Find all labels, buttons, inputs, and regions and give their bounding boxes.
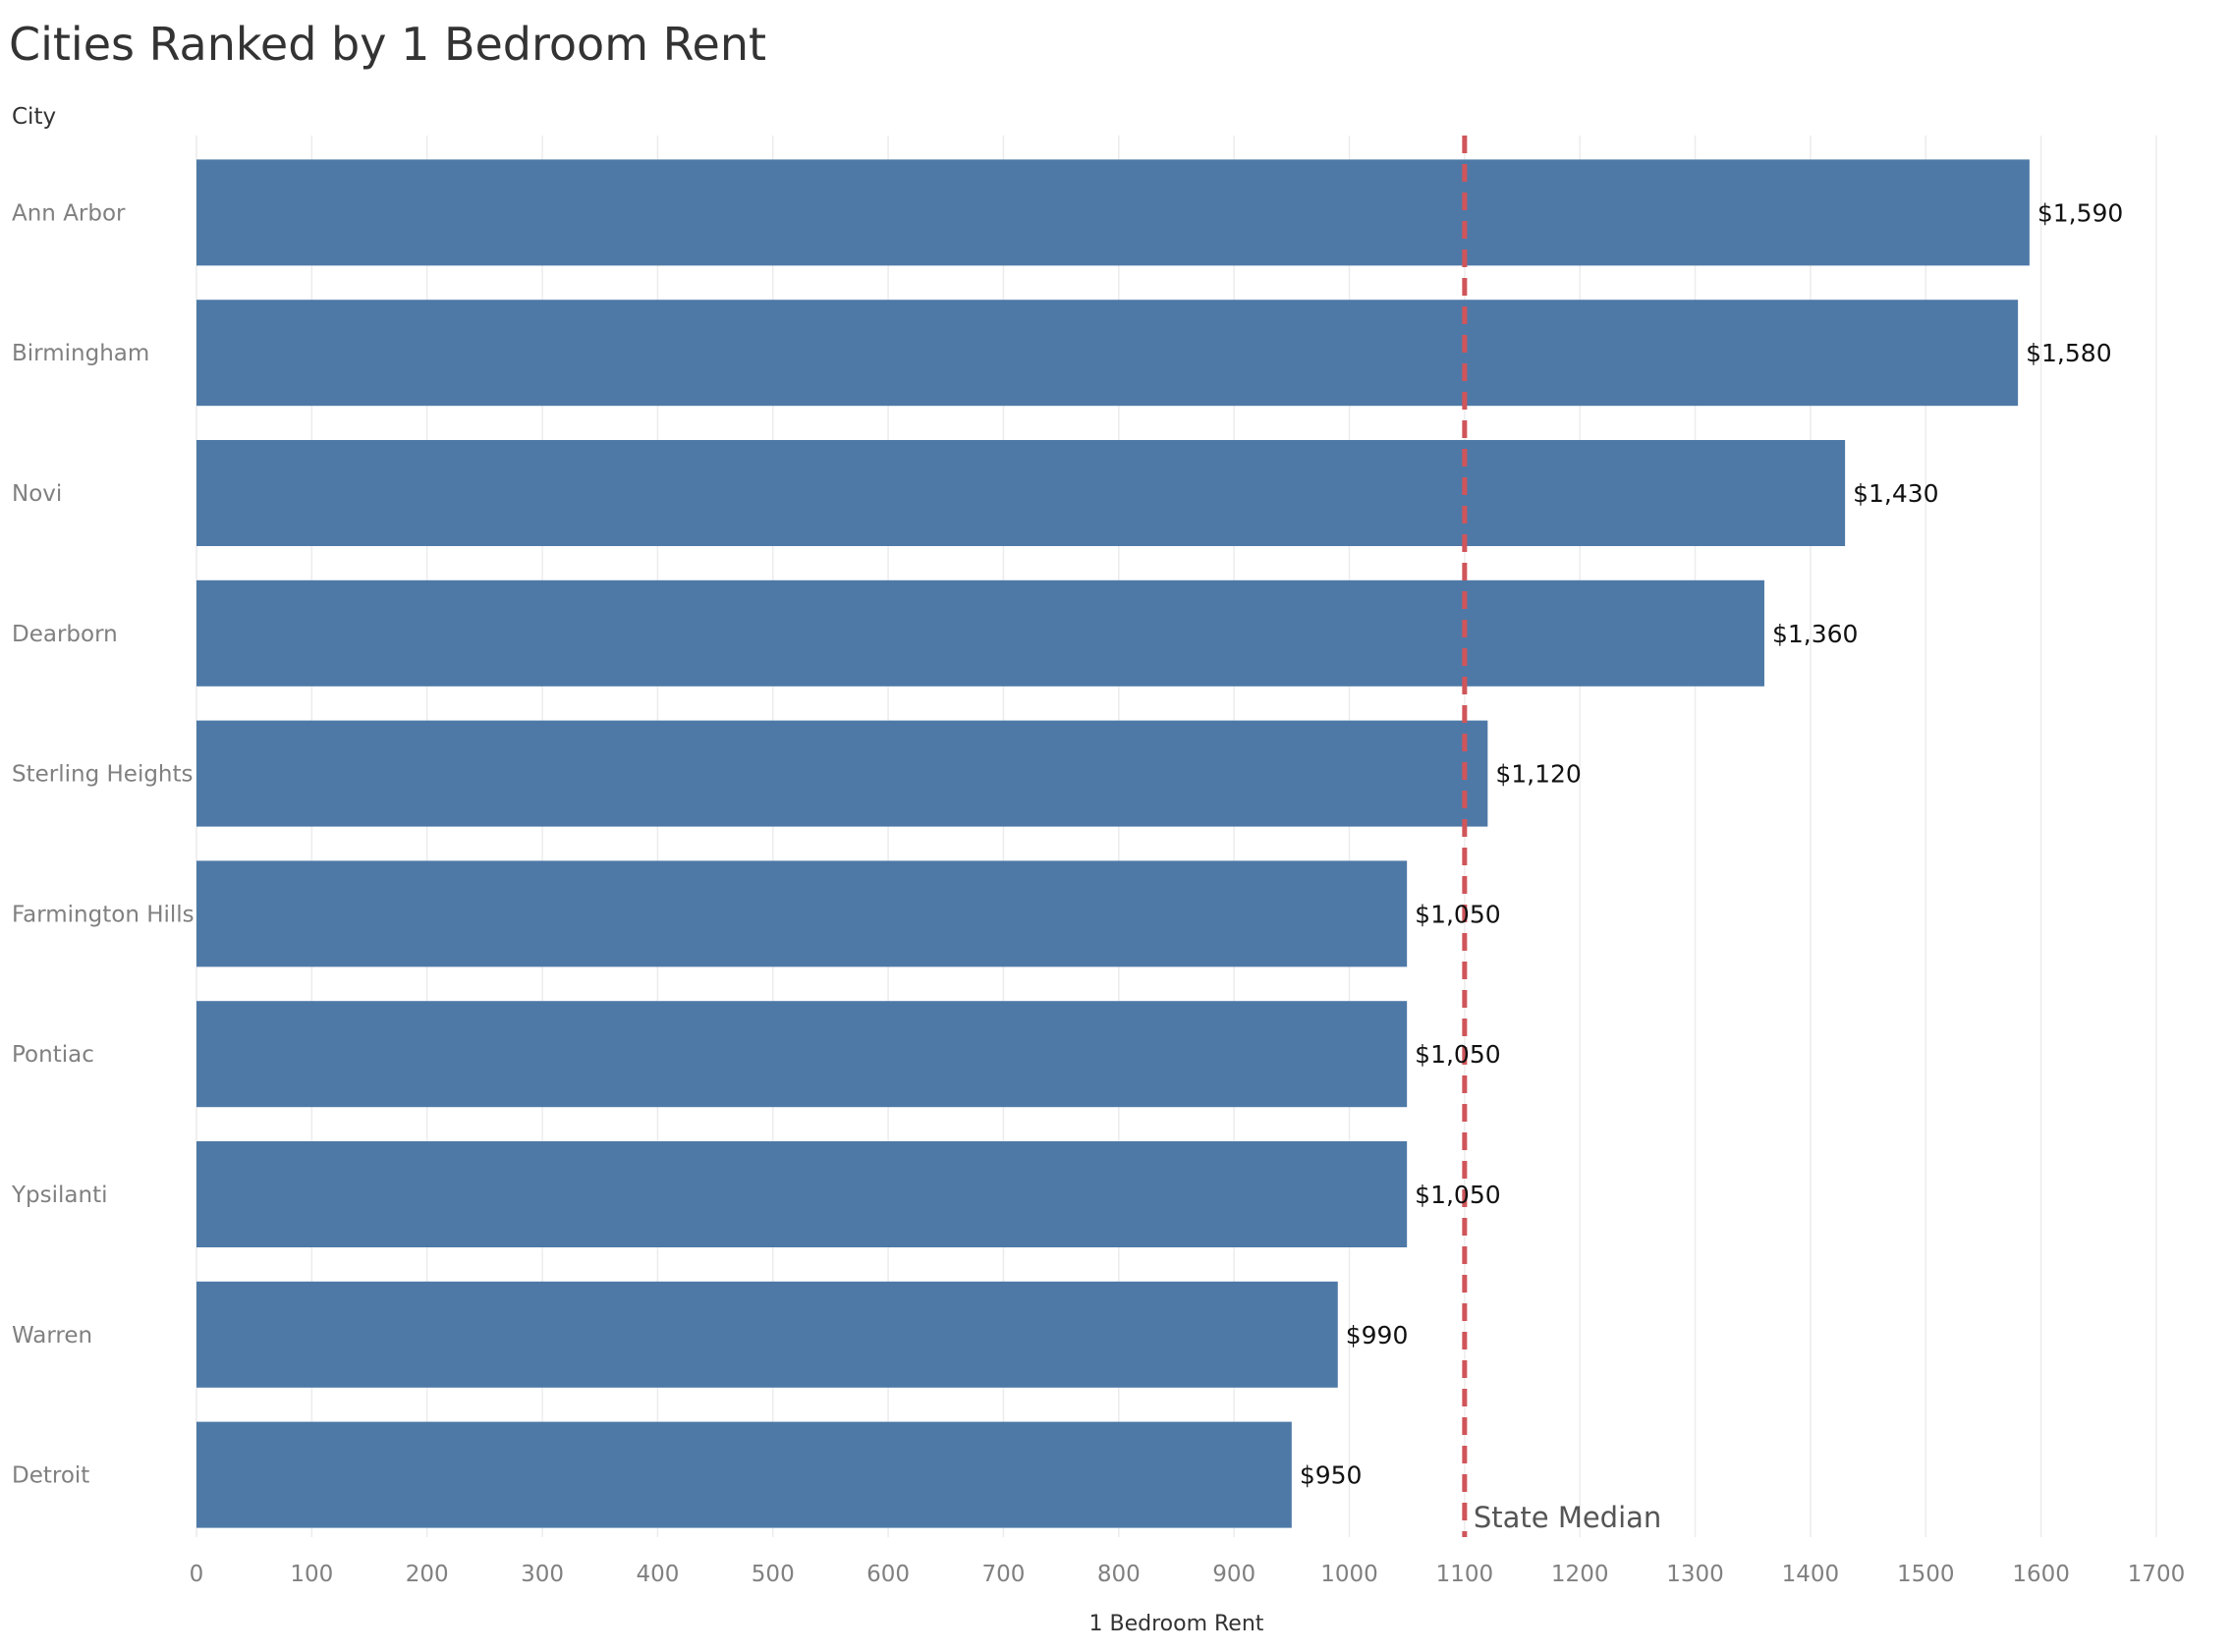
category-label-sterling-heights: Sterling Heights [12, 762, 194, 788]
bar-birmingham [196, 300, 2019, 407]
state-median-label: State Median [1474, 1501, 1661, 1534]
row-header-label: City [12, 104, 57, 130]
category-label-birmingham: Birmingham [12, 341, 149, 366]
value-label-novi: $1,430 [1853, 479, 1938, 508]
category-labels: Ann Arbor Birmingham Novi Dearborn Sterling … [11, 200, 195, 1488]
bar-ypsilanti [196, 1141, 1408, 1247]
value-label-ann-arbor: $1,590 [2037, 198, 2123, 227]
bar-pontiac [196, 1001, 1408, 1108]
bar-novi [196, 440, 1846, 546]
bar-detroit [196, 1421, 1292, 1528]
category-label-warren: Warren [12, 1323, 92, 1349]
value-label-sterling-heights: $1,120 [1495, 760, 1581, 789]
value-label-birmingham: $1,580 [2026, 339, 2111, 367]
x-tick-label-1400: 1400 [1782, 1562, 1840, 1587]
category-label-detroit: Detroit [12, 1463, 89, 1489]
x-tick-label-0: 0 [190, 1562, 204, 1587]
x-tick-label-100: 100 [290, 1562, 333, 1587]
x-tick-label-700: 700 [981, 1562, 1025, 1587]
chart-title: Cities Ranked by 1 Bedroom Rent [9, 18, 767, 71]
bar-ann-arbor [196, 159, 2030, 266]
value-label-ypsilanti: $1,050 [1415, 1181, 1500, 1209]
x-tick-label-1300: 1300 [1666, 1562, 1724, 1587]
value-label-dearborn: $1,360 [1772, 620, 1858, 648]
x-tick-label-600: 600 [866, 1562, 910, 1587]
value-label-detroit: $950 [1300, 1461, 1363, 1490]
x-tick-label-500: 500 [752, 1562, 795, 1587]
x-tick-label-1600: 1600 [2012, 1562, 2070, 1587]
bar-warren [196, 1281, 1338, 1388]
category-label-farmington-hills: Farmington Hills [12, 902, 195, 927]
x-axis-ticks: 0 100 200 300 400 500 600 700 800 900 1000 1100 1200… [190, 1562, 2186, 1587]
value-label-warren: $990 [1346, 1321, 1409, 1349]
x-tick-label-1200: 1200 [1551, 1562, 1609, 1587]
value-label-farmington-hills: $1,050 [1415, 900, 1500, 928]
category-label-dearborn: Dearborn [12, 622, 118, 647]
x-tick-label-400: 400 [636, 1562, 679, 1587]
bars [196, 159, 2030, 1528]
category-label-novi: Novi [12, 481, 62, 507]
x-tick-label-800: 800 [1097, 1562, 1141, 1587]
x-tick-label-1500: 1500 [1897, 1562, 1955, 1587]
x-tick-label-1000: 1000 [1320, 1562, 1378, 1587]
x-tick-label-900: 900 [1212, 1562, 1256, 1587]
x-tick-label-200: 200 [406, 1562, 449, 1587]
x-axis-title: 1 Bedroom Rent [1089, 1612, 1264, 1636]
value-labels: $1,590 $1,580 $1,430 $1,360 $1,120 $1,050 $1,0… [1300, 198, 2124, 1489]
category-label-ann-arbor: Ann Arbor [12, 200, 126, 226]
x-tick-label-1100: 1100 [1436, 1562, 1494, 1587]
reference-line-group: State Median [1462, 136, 1661, 1537]
value-label-pontiac: $1,050 [1415, 1040, 1500, 1069]
bar-farmington-hills [196, 860, 1408, 967]
category-label-pontiac: Pontiac [12, 1042, 94, 1068]
x-tick-label-1700: 1700 [2128, 1562, 2186, 1587]
x-tick-label-300: 300 [521, 1562, 564, 1587]
category-label-ypsilanti: Ypsilanti [11, 1183, 108, 1208]
bar-dearborn [196, 579, 1764, 687]
bar-sterling-heights [196, 720, 1488, 827]
